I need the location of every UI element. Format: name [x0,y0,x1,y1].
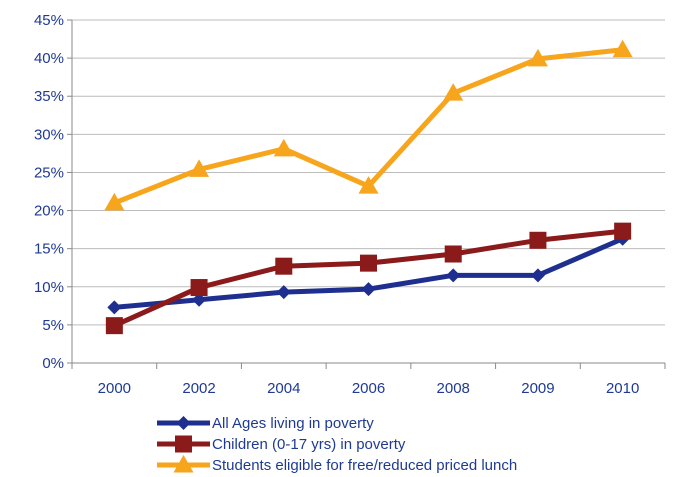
x-tick-label: 2010 [606,380,639,397]
legend-label: Students eligible for free/reduced price… [212,457,517,474]
data-point [190,279,208,297]
data-point [443,83,464,101]
x-tick-label: 2009 [521,380,554,397]
data-point [189,159,210,177]
data-point [192,292,207,307]
data-point [360,254,377,272]
data-point [614,222,632,240]
data-point [529,231,547,249]
data-point [358,176,379,194]
axes: 0% 5% 10% 15% 20% 25% 30% 35% 40% 45% 2000 2002 2004… [34,12,666,397]
x-tick-label: 2008 [437,380,470,397]
data-point [361,282,376,297]
legend-label: All Ages living in poverty [212,415,374,432]
legend: All Ages living in poverty Children (0-17… [157,415,517,474]
series-3 [104,39,633,211]
legend-item: All Ages living in poverty [157,415,374,432]
data-point [446,268,461,283]
y-tick-label: 40% [34,50,64,67]
y-tick-label: 35% [34,88,64,105]
x-tick-label: 2002 [182,380,215,397]
legend-item: Children (0-17 yrs) in poverty [157,435,406,453]
legend-marker [173,455,194,473]
data-point [105,317,123,335]
y-tick-label: 15% [34,241,64,258]
grid [72,19,665,326]
y-tick-label: 5% [42,317,64,334]
data-point [275,257,293,275]
y-tick-label: 45% [34,12,64,29]
y-tick-label: 0% [42,355,64,372]
data-point [273,138,294,157]
data-point [527,48,548,67]
series [104,39,633,335]
x-tick-label: 2004 [267,380,300,397]
y-tick-label: 10% [34,279,64,296]
legend-item: Students eligible for free/reduced price… [157,455,517,474]
y-tick-label: 25% [34,164,64,181]
data-point [107,300,122,315]
y-tick-label: 20% [34,203,64,220]
data-point [444,245,462,263]
series-2 [105,222,632,335]
y-tick-label: 30% [34,126,64,143]
legend-label: Children (0-17 yrs) in poverty [212,436,406,453]
x-tick-label: 2006 [352,380,385,397]
data-point [104,192,125,211]
series-1 [107,231,630,315]
data-point [276,285,291,300]
legend-marker [175,435,192,453]
x-tick-label: 2000 [98,380,131,397]
legend-marker [176,416,191,430]
data-point [612,39,633,58]
data-point [530,268,545,283]
